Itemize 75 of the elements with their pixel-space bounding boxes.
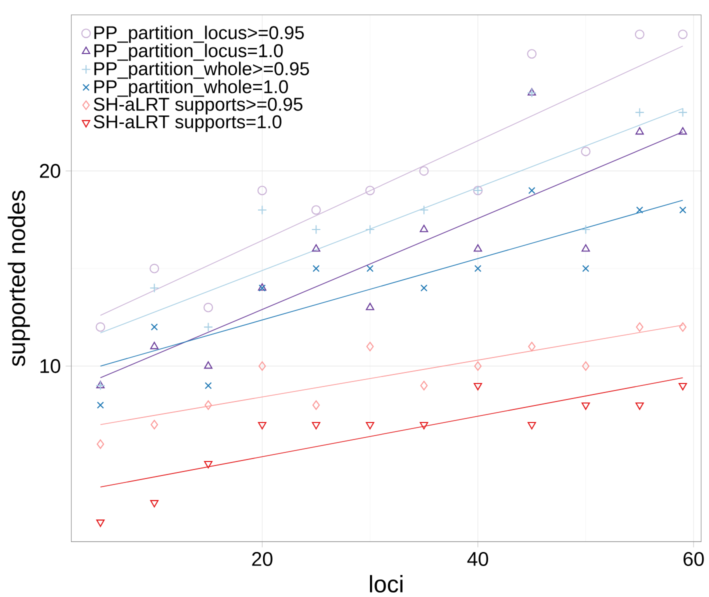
point	[420, 224, 428, 232]
point	[150, 324, 158, 331]
point	[150, 342, 159, 350]
point	[96, 439, 104, 449]
point	[580, 146, 590, 156]
point	[419, 166, 429, 176]
point	[420, 422, 428, 430]
point	[419, 205, 429, 215]
point	[311, 224, 321, 234]
point	[636, 206, 644, 214]
point	[204, 322, 214, 332]
point	[678, 382, 687, 390]
x-tick-label: 40	[467, 552, 488, 566]
legend-label: PP_partition_locus=1.0	[94, 44, 283, 61]
point	[204, 361, 212, 369]
point	[678, 30, 688, 40]
point	[96, 520, 105, 527]
point	[528, 422, 536, 430]
point	[366, 302, 374, 310]
point	[678, 108, 688, 118]
point	[366, 422, 374, 430]
point	[582, 265, 590, 272]
point	[366, 265, 374, 272]
point	[257, 205, 267, 215]
legend-label: SH-aLRT supports>=0.95	[94, 98, 302, 114]
point	[204, 382, 212, 390]
point	[474, 361, 482, 371]
point	[635, 402, 644, 410]
point	[528, 342, 536, 352]
point	[257, 186, 267, 196]
point	[312, 400, 320, 410]
point	[312, 422, 320, 430]
point	[150, 500, 159, 508]
point	[679, 206, 686, 214]
legend-label: PP_partition_whole>=0.95	[94, 62, 309, 79]
point	[420, 380, 428, 390]
point	[582, 402, 590, 410]
point	[420, 284, 428, 292]
y-tick-label: 10	[40, 359, 60, 374]
point	[635, 127, 644, 135]
point	[204, 400, 212, 410]
point	[474, 244, 482, 252]
point	[474, 382, 482, 390]
point	[582, 361, 590, 371]
point	[258, 361, 266, 371]
x-axis-title: loci	[370, 575, 402, 593]
point	[150, 264, 160, 274]
point	[582, 244, 590, 252]
point	[204, 302, 214, 312]
point	[365, 224, 375, 234]
point	[311, 205, 321, 215]
point	[634, 30, 644, 40]
point	[204, 461, 212, 468]
point	[527, 49, 537, 59]
legend-label: SH-aLRT supports=1.0	[94, 115, 282, 132]
point	[312, 244, 320, 252]
point	[96, 402, 104, 409]
legend-label: PP_partition_locus>=0.95	[94, 26, 304, 43]
point	[150, 420, 158, 430]
point	[312, 265, 320, 272]
point	[258, 422, 266, 430]
point	[678, 127, 687, 135]
point	[528, 186, 536, 194]
point	[634, 108, 644, 118]
x-tick-label: 60	[684, 552, 704, 566]
y-axis-title: supported nodes	[8, 190, 30, 366]
point	[474, 265, 482, 272]
point	[366, 342, 374, 352]
point	[150, 283, 160, 293]
point	[636, 322, 644, 332]
x-tick-label: 20	[252, 552, 272, 566]
point	[96, 322, 106, 332]
legend-label: PP_partition_whole=1.0	[94, 80, 288, 97]
point	[365, 186, 375, 196]
point	[580, 224, 590, 234]
